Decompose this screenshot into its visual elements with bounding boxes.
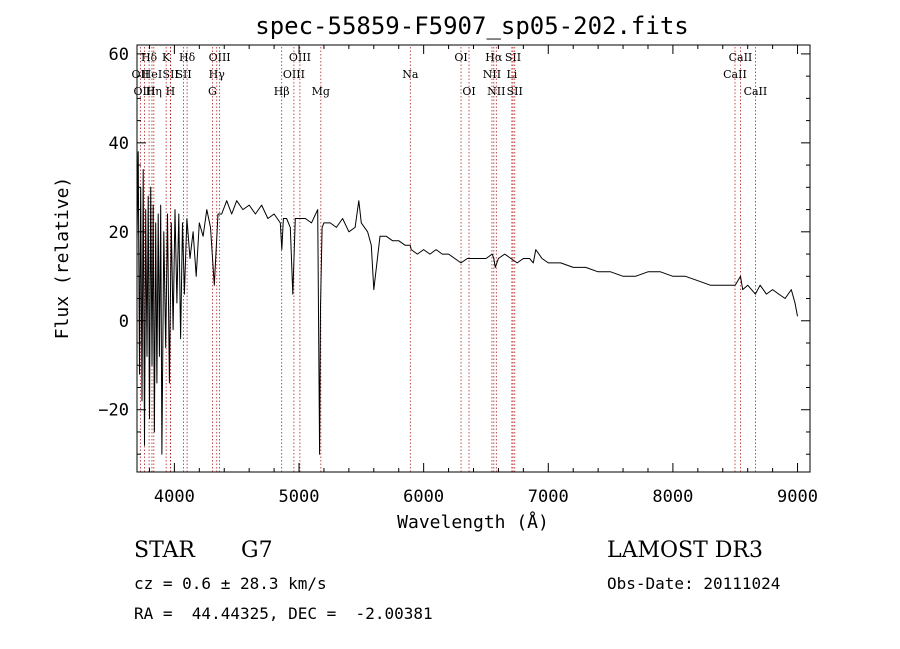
line-label-26: CaII bbox=[729, 51, 753, 64]
survey-name: LAMOST DR3 bbox=[607, 538, 763, 563]
x-axis-label: Wavelength (Å) bbox=[397, 511, 549, 533]
chart-title: spec-55859-F5907_sp05-202.fits bbox=[255, 12, 688, 40]
line-label-25: SII bbox=[507, 85, 523, 98]
line-label-13: Hβ bbox=[274, 85, 290, 98]
y-tick-label-3: 40 bbox=[109, 134, 129, 154]
line-label-2: OIII bbox=[133, 85, 155, 98]
obs-date: Obs-Date: 20111024 bbox=[607, 574, 781, 593]
y-tick-label-4: 60 bbox=[109, 45, 129, 65]
redshift-value: cz = 0.6 ± 28.3 km/s bbox=[134, 574, 327, 593]
series-line-0 bbox=[136, 151, 798, 455]
y-axis-label: Flux (relative) bbox=[52, 177, 73, 340]
line-label-24: Li bbox=[506, 68, 517, 81]
object-class: STAR bbox=[134, 538, 195, 563]
line-label-5: K bbox=[162, 51, 171, 64]
line-label-1: OII bbox=[132, 68, 150, 81]
line-label-11: Hγ bbox=[209, 68, 226, 81]
line-label-3: HeI bbox=[142, 68, 162, 81]
line-label-17: Na bbox=[402, 68, 419, 81]
line-label-28: CaII bbox=[744, 85, 768, 98]
line-label-20: Hα bbox=[485, 51, 503, 64]
line-label-10: OIII bbox=[209, 51, 231, 64]
x-tick-label-5: 9000 bbox=[777, 487, 818, 507]
line-label-14: OIII bbox=[289, 51, 311, 64]
line-label-16: Mg bbox=[312, 85, 330, 98]
y-tick-label-0: −20 bbox=[98, 401, 129, 421]
y-tick-label-2: 20 bbox=[109, 223, 129, 243]
line-label-12: G bbox=[208, 85, 217, 98]
line-label-0: Hδ bbox=[141, 51, 158, 64]
x-tick-label-2: 6000 bbox=[403, 487, 444, 507]
line-label-18: OI bbox=[454, 51, 467, 64]
line-label-27: CaII bbox=[723, 68, 747, 81]
x-tick-label-3: 7000 bbox=[528, 487, 569, 507]
y-tick-label-1: 0 bbox=[119, 312, 129, 332]
line-label-8: Hδ bbox=[179, 51, 196, 64]
x-tick-label-0: 4000 bbox=[154, 487, 195, 507]
line-label-21: NII bbox=[483, 68, 501, 81]
line-label-23: SII bbox=[505, 51, 521, 64]
line-label-15: OIII bbox=[283, 68, 305, 81]
object-subclass: G7 bbox=[241, 538, 273, 563]
x-tick-label-4: 8000 bbox=[652, 487, 693, 507]
x-tick-label-1: 5000 bbox=[279, 487, 320, 507]
line-label-9: SII bbox=[175, 68, 191, 81]
line-label-19: OI bbox=[462, 85, 475, 98]
line-label-4: Hη bbox=[146, 85, 162, 98]
line-label-6: SII bbox=[163, 68, 179, 81]
line-label-22: NII bbox=[487, 85, 505, 98]
line-label-7: H bbox=[166, 85, 176, 98]
coordinates: RA = 44.44325, DEC = -2.00381 bbox=[134, 604, 433, 623]
